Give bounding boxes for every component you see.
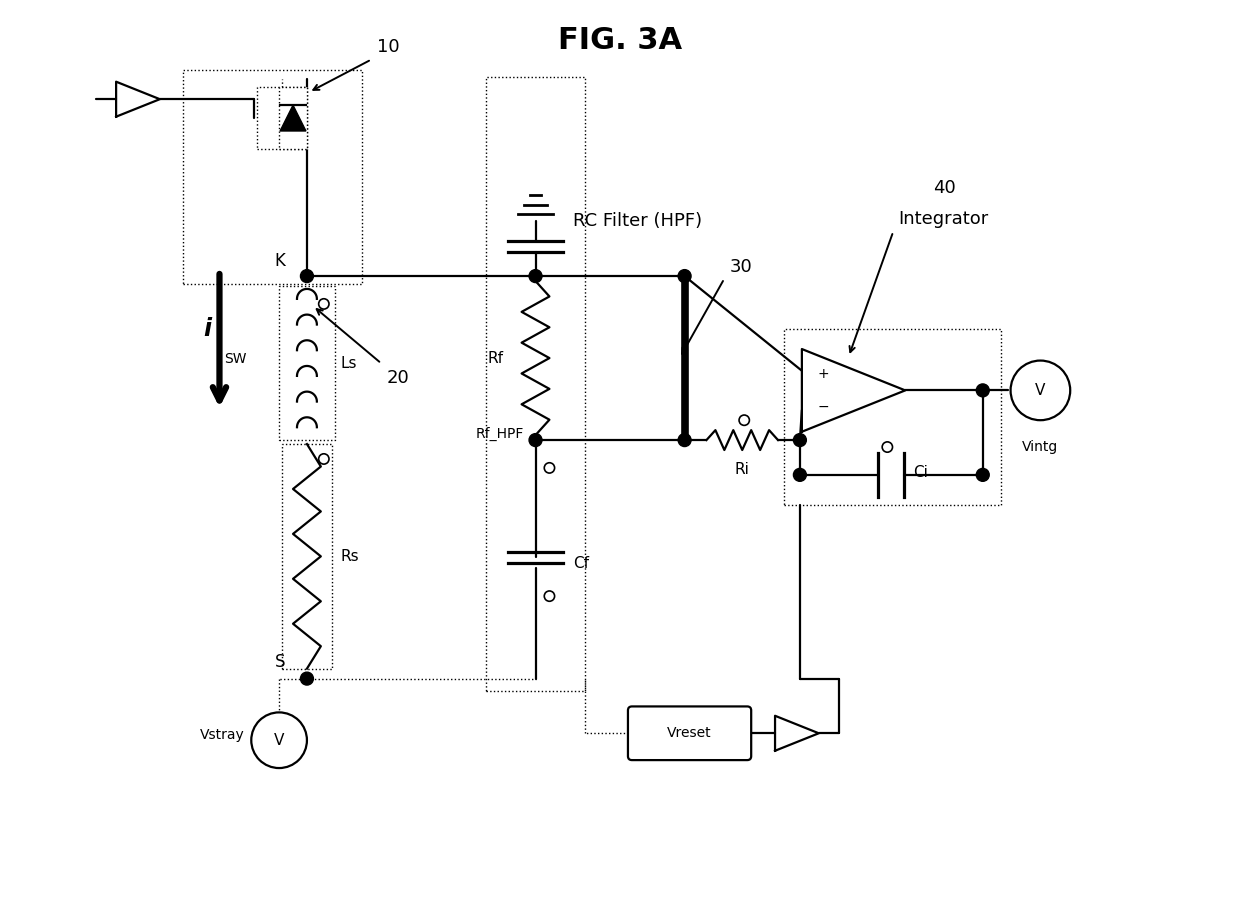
- Circle shape: [882, 442, 893, 452]
- Text: i: i: [203, 317, 212, 341]
- Text: Ri: Ri: [735, 462, 750, 477]
- Text: 20: 20: [387, 368, 409, 386]
- Circle shape: [678, 270, 691, 282]
- Circle shape: [319, 299, 329, 310]
- Text: Rs: Rs: [341, 548, 360, 564]
- Text: Ls: Ls: [341, 356, 357, 370]
- Circle shape: [544, 591, 554, 601]
- Text: Vintg: Vintg: [1022, 440, 1059, 454]
- Bar: [784, 329, 1001, 505]
- Circle shape: [529, 270, 542, 282]
- Text: Ci: Ci: [913, 465, 928, 481]
- Text: Vstray: Vstray: [200, 729, 244, 742]
- Text: 40: 40: [932, 178, 956, 196]
- Text: Rf_HPF: Rf_HPF: [475, 427, 523, 441]
- Circle shape: [300, 270, 314, 282]
- Circle shape: [300, 672, 314, 685]
- Text: RC Filter (HPF): RC Filter (HPF): [573, 213, 702, 231]
- Text: V: V: [274, 733, 284, 748]
- Bar: [182, 71, 362, 284]
- Text: Vreset: Vreset: [667, 727, 712, 740]
- Polygon shape: [280, 105, 306, 131]
- Text: S: S: [274, 653, 285, 671]
- Circle shape: [794, 469, 806, 481]
- Circle shape: [319, 453, 329, 464]
- FancyBboxPatch shape: [627, 707, 751, 760]
- Bar: [281, 444, 332, 669]
- Text: +: +: [817, 367, 830, 381]
- Bar: [279, 286, 335, 440]
- Circle shape: [794, 433, 806, 446]
- Text: Integrator: Integrator: [898, 210, 988, 228]
- Text: Rf: Rf: [487, 350, 503, 366]
- Text: 30: 30: [729, 258, 753, 276]
- Circle shape: [739, 415, 749, 425]
- Text: V: V: [1035, 383, 1045, 398]
- Circle shape: [976, 384, 990, 397]
- Circle shape: [529, 433, 542, 446]
- Bar: [257, 87, 308, 149]
- Text: Cf: Cf: [573, 556, 589, 571]
- Text: 10: 10: [377, 38, 399, 56]
- Text: SW: SW: [224, 351, 247, 366]
- Text: −: −: [817, 400, 830, 414]
- Circle shape: [678, 433, 691, 446]
- Circle shape: [544, 462, 554, 473]
- Text: K: K: [274, 252, 285, 270]
- Circle shape: [976, 469, 990, 481]
- Bar: [486, 77, 585, 691]
- Bar: [279, 87, 308, 149]
- Text: FIG. 3A: FIG. 3A: [558, 25, 682, 54]
